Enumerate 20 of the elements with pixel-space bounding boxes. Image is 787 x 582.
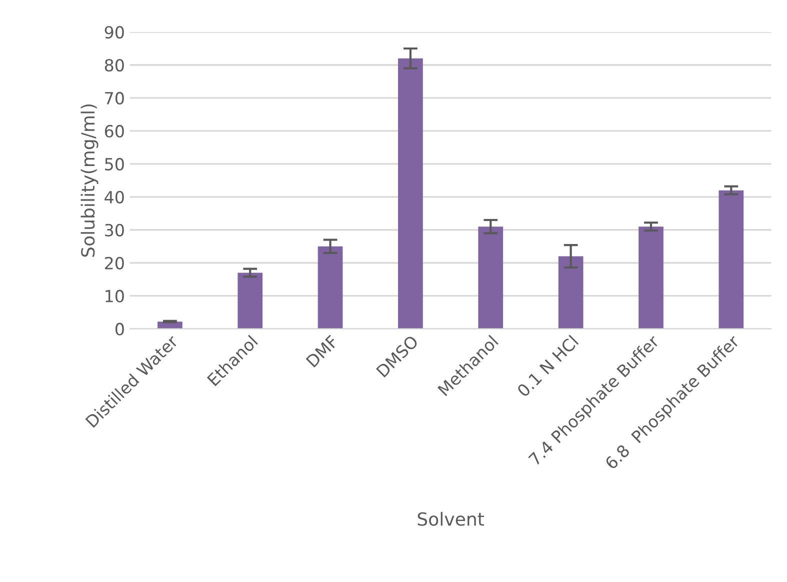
bar — [318, 246, 343, 329]
y-tick-label: 90 — [104, 26, 124, 39]
y-tick-label: 0 — [115, 322, 124, 336]
y-tick-label: 50 — [105, 158, 124, 170]
y-tick-label: 60 — [104, 124, 124, 138]
y-tick-label: 30 — [105, 224, 124, 236]
x-axis-title: Solvent — [418, 512, 484, 526]
bar — [718, 190, 744, 329]
bar — [558, 256, 584, 329]
y-tick-label: 70 — [105, 92, 124, 105]
bar — [238, 272, 263, 329]
y-tick-label: 20 — [105, 256, 124, 270]
bar — [398, 58, 423, 329]
y-axis-title: Solubility(mg/ml) — [80, 104, 98, 257]
bar — [478, 226, 504, 329]
bar — [638, 226, 664, 329]
y-tick-label: 80 — [104, 58, 124, 72]
y-tick-label: 10 — [106, 290, 124, 302]
x-tick-label: 0.1 N HCl — [516, 334, 579, 398]
y-tick-label: 40 — [104, 190, 124, 204]
